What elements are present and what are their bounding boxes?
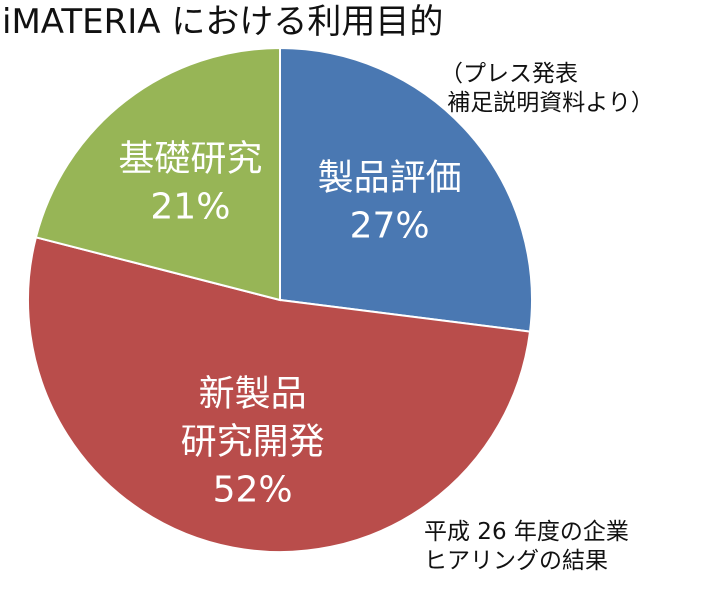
pie-slice-1 [26, 236, 532, 554]
slice-category-label-1: 研究開発 [181, 422, 325, 463]
slice-category-label-1: 新製品 [199, 374, 307, 415]
pie-slice-0 [279, 46, 533, 333]
chart-title: iMATERIA における利用目的 [2, 2, 444, 42]
slice-value-label-2: 21% [150, 187, 230, 228]
slice-category-label-0: 製品評価 [318, 157, 462, 198]
pie-slice-2 [34, 46, 281, 302]
slice-category-label-2: 基礎研究 [118, 139, 262, 180]
slice-value-label-0: 27% [350, 205, 430, 246]
survey-note: 平成 26 年度の企業 ヒアリングの結果 [424, 519, 629, 574]
slice-value-label-1: 52% [213, 470, 293, 511]
source-note: （プレス発表 補足説明資料より） [440, 61, 654, 116]
